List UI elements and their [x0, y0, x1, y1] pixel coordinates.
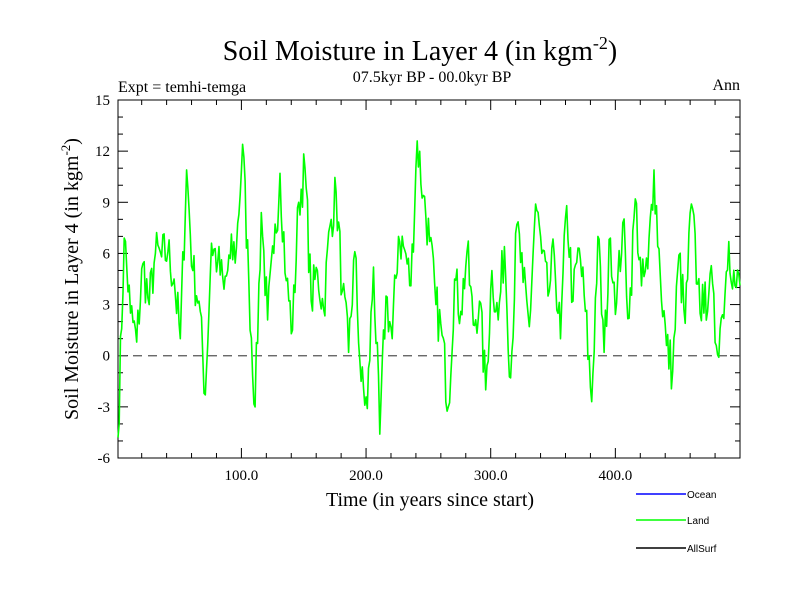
plot-frame	[117, 99, 741, 459]
x-tick-label: 200.0	[349, 468, 383, 484]
y-tick-label: 0	[103, 349, 111, 365]
y-tick-label: -6	[98, 451, 111, 467]
axis-tick-labels: 100.0 200.0 300.0 400.0 -6 -3 0 3 6 9 12 15	[95, 93, 632, 484]
x-axis-label: Time (in years since start)	[326, 489, 534, 511]
chart-subtitle: 07.5kyr BP - 00.0kyr BP	[353, 69, 512, 86]
legend-label-allsurf: AllSurf	[687, 544, 717, 555]
season-label: Ann	[712, 77, 740, 94]
chart-title-end: )	[608, 36, 617, 67]
chart-title-superscript: -2	[593, 33, 608, 53]
series-line-land	[117, 140, 741, 438]
y-axis-label-superscript: -2	[58, 145, 73, 156]
chart-title: Soil Moisture in Layer 4 (in kgm-2)	[223, 33, 618, 67]
y-tick-label: 12	[95, 144, 110, 160]
x-tick-label: 400.0	[598, 468, 632, 484]
y-axis-label-end: )	[61, 138, 83, 145]
legend-label-ocean: Ocean	[687, 490, 716, 501]
x-tick-label: 100.0	[225, 468, 259, 484]
y-tick-label: -3	[98, 400, 111, 416]
legend: Ocean Land AllSurf	[636, 490, 717, 555]
axis-ticks	[118, 99, 740, 459]
y-tick-label: 15	[95, 93, 110, 109]
y-tick-label: 9	[103, 195, 111, 211]
y-axis-label-main: Soil Moisture in Layer 4 (in kgm	[61, 155, 83, 420]
legend-label-land: Land	[687, 516, 709, 527]
x-tick-label: 300.0	[474, 468, 508, 484]
chart-title-main: Soil Moisture in Layer 4 (in kgm	[223, 36, 593, 67]
experiment-label: Expt = temhi-temga	[118, 79, 246, 96]
y-tick-label: 6	[103, 246, 111, 262]
y-axis-label: Soil Moisture in Layer 4 (in kgm-2)	[58, 138, 83, 420]
y-tick-label: 3	[103, 298, 111, 314]
